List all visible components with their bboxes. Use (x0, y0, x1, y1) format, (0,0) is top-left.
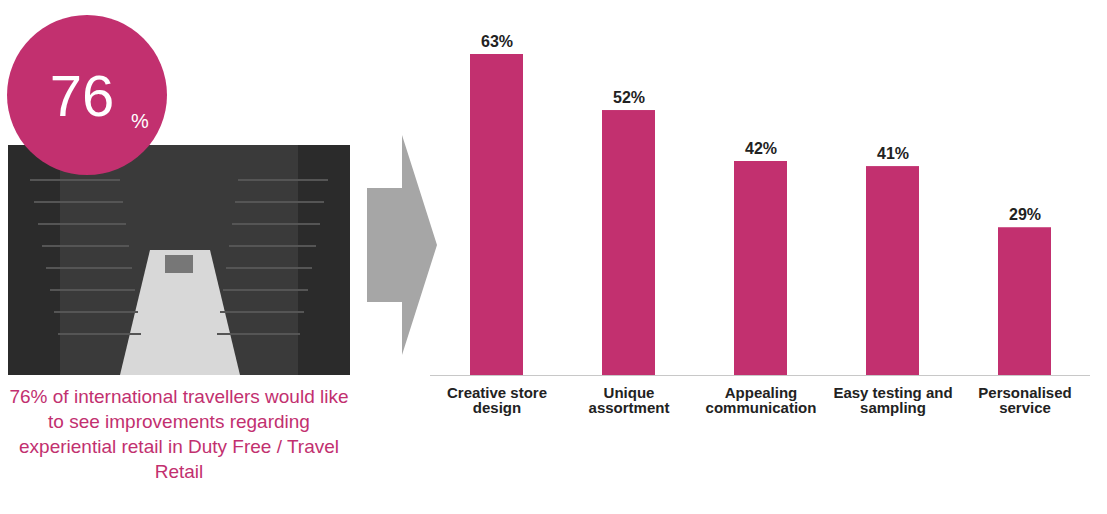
svg-text:52%: 52% (613, 89, 645, 106)
html-text:76% of international traveller: 76% of international travellers would li… (9, 386, 349, 482)
svg-text:Easy testing andsampling: Easy testing andsampling (833, 384, 952, 416)
svg-text:63%: 63% (481, 33, 513, 50)
svg-text:Uniqueassortment: Uniqueassortment (589, 384, 670, 416)
svg-text:42%: 42% (745, 140, 777, 157)
svg-text:Personalisedservice: Personalisedservice (978, 384, 1071, 416)
svg-text:Appealingcommunication: Appealingcommunication (706, 384, 817, 416)
svg-text:Creative storedesign: Creative storedesign (447, 384, 547, 416)
svg-text:41%: 41% (877, 145, 909, 162)
svg-text:%: % (131, 110, 149, 132)
svg-text:29%: 29% (1009, 206, 1041, 223)
svg-text:76: 76 (50, 63, 115, 128)
